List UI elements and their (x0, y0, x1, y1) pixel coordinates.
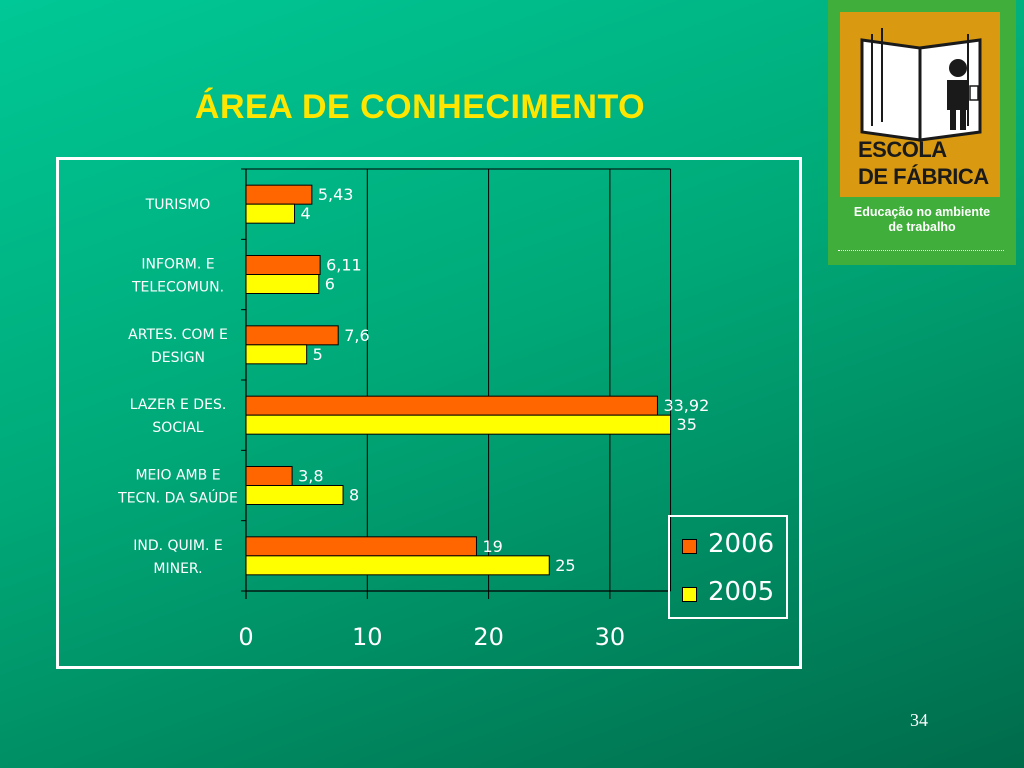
bar-2006-3 (245, 395, 658, 416)
legend-label-2006: 2006 (708, 529, 775, 559)
legend-label-2005: 2005 (708, 577, 775, 607)
bar-2006-1 (245, 255, 321, 275)
bar-2006-4 (245, 466, 293, 486)
chart-frame (56, 157, 802, 669)
category-label-5-line1: IND. QUIM. E (133, 538, 223, 554)
data-label-2006-1: 6,11 (326, 256, 362, 275)
slide-title: ÁREA DE CONHECIMENTO (194, 88, 646, 126)
data-label-2006-2: 7,6 (344, 326, 369, 345)
bar-2005-5 (245, 555, 550, 576)
category-label-1-line1: INFORM. E (141, 257, 214, 273)
category-label-2-line2: DESIGN (151, 350, 205, 366)
legend-swatch-2005 (682, 587, 697, 602)
chart-legend: 2006 2005 (668, 515, 788, 619)
data-label-2005-2: 5 (313, 345, 323, 364)
x-tick-label-30: 30 (595, 623, 626, 651)
logo-divider (838, 250, 1004, 251)
x-tick-label-0: 0 (238, 623, 253, 651)
bar-2005-0 (245, 203, 296, 224)
data-label-2006-0: 5,43 (318, 185, 354, 204)
logo-word-escola: ESCOLA (858, 137, 947, 162)
category-label-2-line1: ARTES. COM E (128, 327, 228, 343)
bar-2005-3 (245, 414, 672, 435)
category-label-1-line2: TELECOMUN. (131, 280, 224, 296)
logo-caption-line1: Educação no ambiente (853, 205, 991, 219)
bar-2006-0 (245, 184, 313, 205)
data-label-2005-4: 8 (349, 486, 359, 505)
data-label-2005-1: 6 (325, 275, 335, 294)
data-label-2006-3: 33,92 (663, 396, 709, 415)
category-label-3-line2: SOCIAL (152, 420, 203, 436)
logo-caption-line2: de trabalho (888, 220, 956, 234)
bar-2005-1 (245, 274, 320, 294)
data-label-2005-5: 25 (555, 556, 575, 575)
category-label-3-line1: LAZER E DES. (130, 397, 227, 413)
category-label-0: TURISMO (145, 197, 211, 213)
bar-2005-2 (245, 344, 308, 365)
legend-swatch-2006 (682, 539, 697, 554)
category-label-4-line1: MEIO AMB E (135, 468, 220, 484)
data-label-2006-5: 19 (482, 537, 502, 556)
page-number: 34 (910, 710, 928, 730)
logo-caption: Educação no ambiente de trabalho (828, 205, 1016, 235)
logo-emblem: ESCOLA DE FÁBRICA (840, 12, 1000, 197)
bar-2006-2 (245, 325, 339, 346)
category-label-5-line2: MINER. (153, 561, 202, 577)
data-label-2005-0: 4 (301, 204, 311, 223)
x-tick-label-10: 10 (352, 623, 383, 651)
data-label-2005-3: 35 (677, 415, 697, 434)
x-tick-label-20: 20 (473, 623, 504, 651)
open-book-with-person-icon (860, 28, 982, 142)
logo-word-de-fabrica: DE FÁBRICA (858, 164, 989, 189)
data-label-2006-4: 3,8 (298, 467, 323, 486)
category-label-4-line2: TECN. DA SAÚDE (117, 489, 238, 507)
escola-de-fabrica-logo: ESCOLA DE FÁBRICA Educação no ambiente d… (828, 0, 1016, 265)
bar-2006-5 (245, 536, 477, 557)
bar-2005-4 (245, 485, 344, 505)
